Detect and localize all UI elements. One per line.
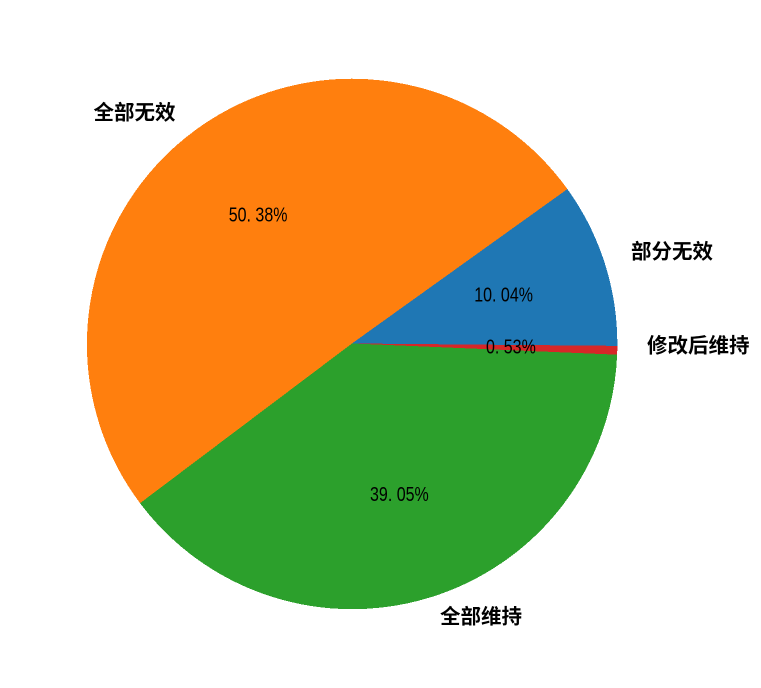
svg-text:0. 53%: 0. 53% [486,336,536,358]
svg-text:修改后维持: 修改后维持 [647,329,750,359]
svg-text:39. 05%: 39. 05% [370,483,429,505]
svg-text:10. 04%: 10. 04% [474,284,533,306]
svg-text:全部维持: 全部维持 [440,600,522,630]
svg-text:部分无效: 部分无效 [631,235,713,265]
svg-text:50. 38%: 50. 38% [229,204,288,226]
svg-text:全部无效: 全部无效 [94,96,176,126]
